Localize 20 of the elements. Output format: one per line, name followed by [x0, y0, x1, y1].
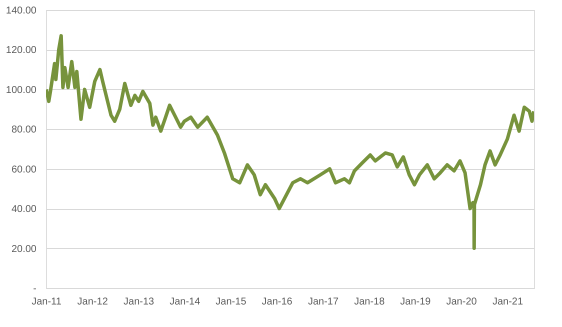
x-tick-label: Jan-15 — [216, 296, 247, 308]
x-tick-label: Jan-13 — [124, 296, 155, 308]
x-tick-label: Jan-20 — [446, 296, 478, 308]
line-series — [46, 34, 534, 250]
x-tick-label: Jan-12 — [77, 296, 108, 308]
x-tick-label: Jan-14 — [170, 296, 201, 308]
y-tick-label: 40.00 — [11, 204, 37, 216]
x-tick-label: Jan-17 — [308, 296, 339, 308]
y-tick-label: 140.00 — [6, 6, 37, 16]
y-tick-label: 20.00 — [11, 244, 37, 255]
y-tick-label: 120.00 — [6, 45, 37, 56]
y-tick-label: 80.00 — [11, 124, 37, 136]
x-tick-label: Jan-21 — [492, 296, 524, 308]
y-tick-label: 60.00 — [11, 164, 37, 176]
x-tick-label: Jan-11 — [32, 296, 62, 308]
x-tick-label: Jan-19 — [400, 296, 432, 308]
x-tick-label: Jan-16 — [262, 296, 293, 308]
x-tick-label: Jan-18 — [354, 296, 386, 308]
y-tick-label: - — [33, 284, 36, 294]
y-tick-label: 100.00 — [6, 84, 37, 96]
